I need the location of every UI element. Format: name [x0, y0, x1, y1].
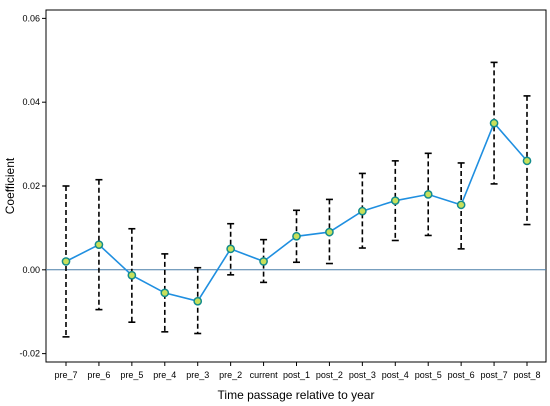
data-point [193, 296, 203, 306]
x-tick-label: post_3 [349, 370, 376, 380]
x-axis-label: Time passage relative to year [218, 388, 375, 402]
data-point [456, 200, 466, 210]
x-tick-label: post_4 [382, 370, 409, 380]
x-tick-label: post_5 [415, 370, 442, 380]
x-tick-label: post_7 [481, 370, 508, 380]
x-tick-label: post_1 [283, 370, 310, 380]
data-point [325, 227, 334, 237]
x-tick-label: current [250, 370, 279, 380]
x-tick-label: pre_4 [153, 370, 176, 380]
data-point [259, 257, 268, 266]
data-point [423, 190, 433, 199]
data-point [390, 196, 400, 206]
y-axis-label: Coefficient [3, 157, 17, 214]
x-tick-label: pre_5 [120, 370, 143, 380]
data-point [358, 206, 367, 216]
data-point [226, 244, 235, 254]
data-point [94, 240, 104, 250]
data-point [522, 156, 532, 166]
x-tick-label: post_2 [316, 370, 343, 380]
data-point [489, 118, 499, 128]
data-point [61, 257, 71, 266]
data-point [160, 288, 170, 298]
y-tick-label: 0.04 [22, 97, 40, 107]
y-tick-label: -0.02 [19, 349, 40, 359]
x-tick-label: post_6 [448, 370, 475, 380]
x-tick-label: pre_2 [219, 370, 242, 380]
x-tick-label: post_8 [513, 370, 540, 380]
y-tick-label: 0.00 [22, 265, 40, 275]
y-tick-label: 0.06 [22, 13, 40, 23]
x-tick-label: pre_6 [87, 370, 110, 380]
data-point [292, 231, 301, 241]
y-tick-label: 0.02 [22, 181, 40, 191]
x-tick-label: pre_7 [54, 370, 77, 380]
plot-frame [45, 9, 547, 363]
data-point [127, 270, 137, 280]
x-tick-label: pre_3 [186, 370, 209, 380]
